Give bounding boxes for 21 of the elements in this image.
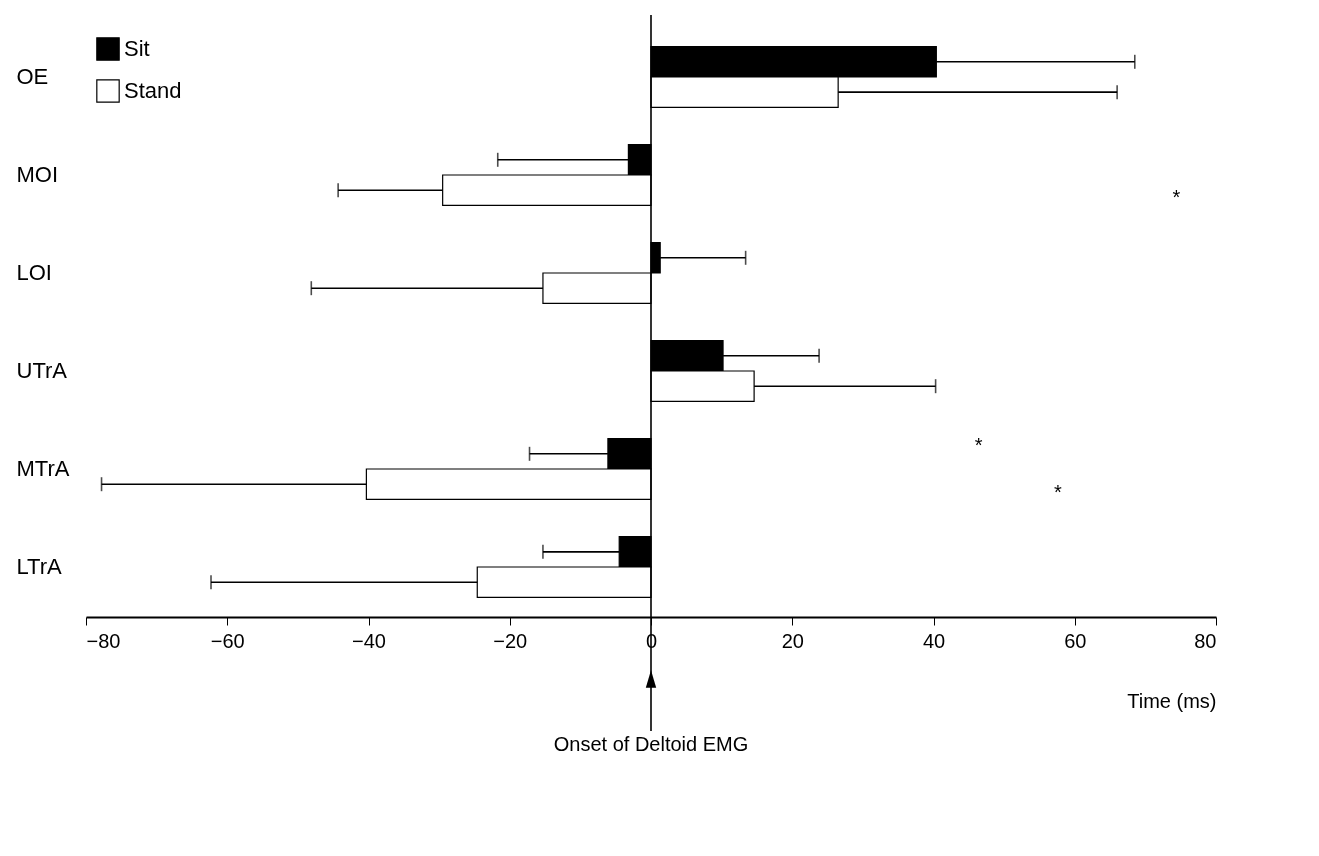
annotation: * (1172, 186, 1181, 209)
y-tick-label: LTrA (16, 554, 63, 580)
y-tick-label: LOI (16, 260, 52, 285)
x-tick-label: −40 (352, 629, 386, 652)
y-tick-label: MTrA (16, 456, 70, 482)
y-tick-label: OE (16, 63, 49, 89)
x-tick-label: −80 (86, 629, 121, 652)
x-tick-label: 40 (922, 629, 946, 652)
legend-label: Sit (124, 36, 150, 61)
x-tick-label: −60 (210, 629, 245, 652)
x-tick-label: −20 (493, 629, 528, 652)
x-axis-title: Time (ms) (1127, 689, 1217, 712)
y-tick-label: UTrA (16, 358, 68, 383)
x-tick-label: 60 (1064, 629, 1087, 652)
annotation: * (974, 433, 983, 456)
legend-label: Stand (124, 78, 182, 103)
y-tick-label: MOI (16, 161, 59, 187)
annotation: * (1053, 481, 1062, 504)
ref-line-label: Onset of Deltoid EMG (553, 733, 749, 755)
x-tick-label: 20 (781, 629, 804, 652)
x-tick-label: 80 (1194, 629, 1217, 652)
